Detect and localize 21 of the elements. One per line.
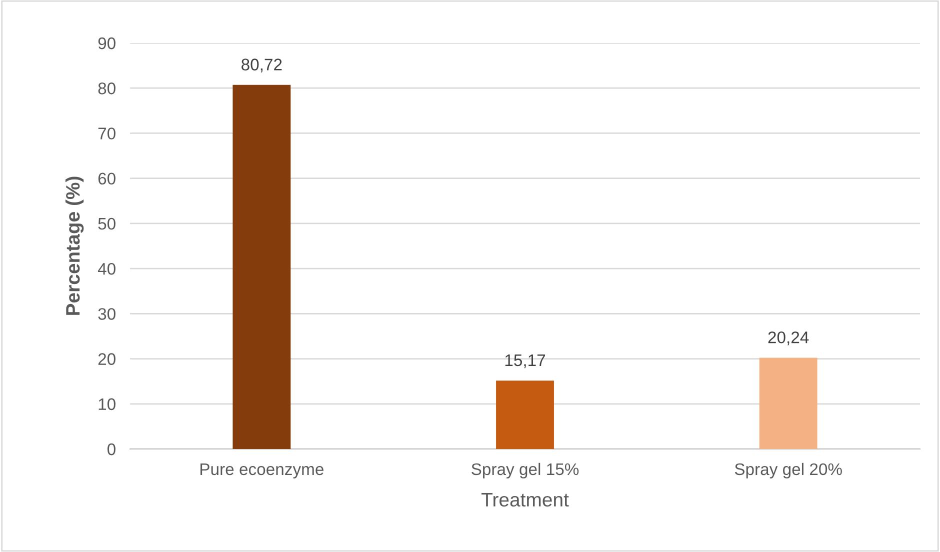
bar (232, 84, 291, 449)
data-label: 15,17 (505, 354, 546, 368)
y-tick-label: 20 (98, 353, 116, 365)
y-tick-label: 50 (98, 218, 116, 230)
y-tick-label: 90 (98, 37, 116, 50)
bar (496, 380, 554, 449)
y-tick-label: 80 (98, 82, 116, 94)
y-tick-label: 70 (98, 128, 116, 140)
x-tick-label: Spray gel 15% (472, 462, 579, 478)
y-tick-label: 40 (98, 262, 116, 275)
x-tick-label: Pure ecoenzyme (200, 464, 324, 478)
y-tick-label: 0 (107, 443, 116, 456)
y-axis-title: Percentage (%) (65, 176, 84, 315)
x-tick-label: Spray gel 20% (734, 462, 842, 478)
y-tick-label: 60 (98, 172, 116, 185)
bar (759, 358, 818, 449)
y-tick-label: 30 (98, 308, 116, 320)
data-label: 20,24 (768, 331, 809, 346)
x-axis-title: Treatment (482, 493, 569, 507)
y-tick-label: 10 (98, 398, 116, 410)
data-label: 80,72 (242, 58, 282, 72)
